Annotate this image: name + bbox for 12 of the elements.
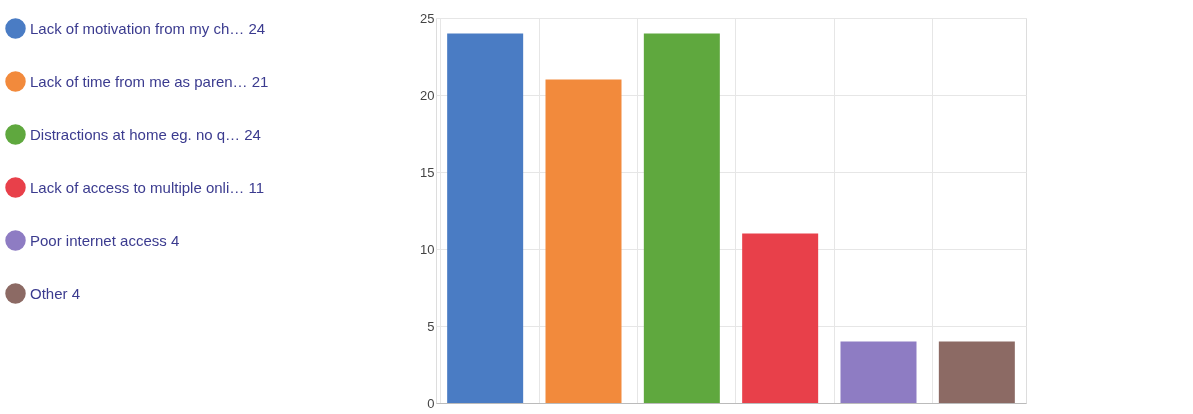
legend-label: Lack of access to multiple onli… 11 — [30, 178, 265, 196]
legend-label: Other 4 — [30, 284, 81, 302]
legend-label: Poor internet access 4 — [30, 231, 180, 249]
y-tick-label: 5 — [427, 318, 435, 334]
y-tick-label: 10 — [420, 241, 435, 257]
y-tick-label: 0 — [427, 395, 435, 411]
y-tick-label: 25 — [420, 10, 435, 26]
y-tick-label: 20 — [420, 87, 435, 103]
y-tick-label: 15 — [420, 164, 435, 180]
legend-label: Lack of time from me as paren… 21 — [30, 72, 269, 90]
legend-label: Distractions at home eg. no q… 24 — [30, 125, 261, 143]
legend-label: Lack of motivation from my ch… 24 — [30, 19, 266, 37]
